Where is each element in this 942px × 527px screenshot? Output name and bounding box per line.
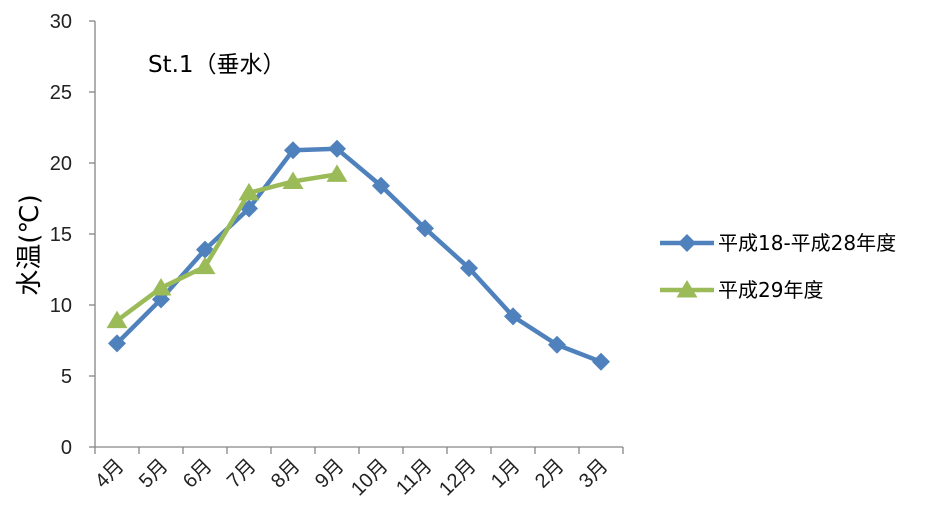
legend-item: 平成18-平成28年度 — [660, 231, 896, 255]
legend-marker — [678, 234, 696, 252]
legend-label: 平成18-平成28年度 — [718, 231, 896, 255]
series-line — [115, 146, 602, 364]
x-tick-label: 9月 — [311, 455, 349, 493]
data-point — [548, 335, 566, 354]
x-tick-label: 8月 — [267, 455, 305, 493]
y-axis-label: 水温(℃) — [15, 194, 45, 296]
data-point — [150, 277, 172, 296]
legend-item: 平成29年度 — [660, 278, 823, 302]
x-tick-label: 7月 — [223, 455, 261, 493]
chart-title: St.1（垂水） — [148, 52, 286, 78]
data-point — [196, 240, 214, 259]
x-tick-label: 11月 — [392, 455, 436, 499]
y-tick-label: 15 — [50, 224, 72, 246]
data-point — [106, 310, 128, 329]
y-tick-label: 5 — [61, 366, 72, 388]
data-point — [592, 352, 610, 371]
data-point — [460, 259, 478, 278]
x-tick-label: 6月 — [179, 455, 217, 493]
data-point — [282, 171, 304, 189]
data-point — [108, 334, 126, 353]
x-tick-label: 4月 — [91, 455, 129, 493]
series-line — [115, 172, 338, 323]
x-tick-label: 10月 — [347, 455, 392, 500]
y-tick-label: 25 — [50, 82, 72, 104]
data-point — [194, 256, 216, 275]
x-tick-label: 2月 — [531, 455, 569, 493]
legend-label: 平成29年度 — [718, 278, 823, 302]
x-tick-label: 3月 — [575, 455, 613, 493]
series-2 — [106, 164, 348, 329]
data-point — [284, 141, 302, 160]
y-tick-labels: 0 5 10 15 20 25 30 — [50, 11, 72, 459]
y-tick-label: 20 — [50, 153, 72, 175]
data-point — [238, 182, 260, 201]
axes — [89, 20, 624, 454]
series-layer — [106, 139, 610, 371]
x-tick-label: 12月 — [435, 455, 480, 500]
x-tick-label: 1月 — [487, 455, 525, 493]
legend-marker — [676, 280, 698, 298]
data-point — [328, 139, 346, 158]
x-tick-label: 5月 — [135, 455, 173, 493]
y-tick-label: 10 — [50, 295, 72, 317]
series-1 — [108, 139, 610, 371]
data-point — [416, 219, 434, 238]
y-tick-label: 30 — [50, 11, 72, 33]
data-point — [372, 176, 390, 195]
data-point — [326, 164, 348, 182]
data-point — [504, 307, 522, 326]
y-tick-label: 0 — [61, 437, 72, 459]
